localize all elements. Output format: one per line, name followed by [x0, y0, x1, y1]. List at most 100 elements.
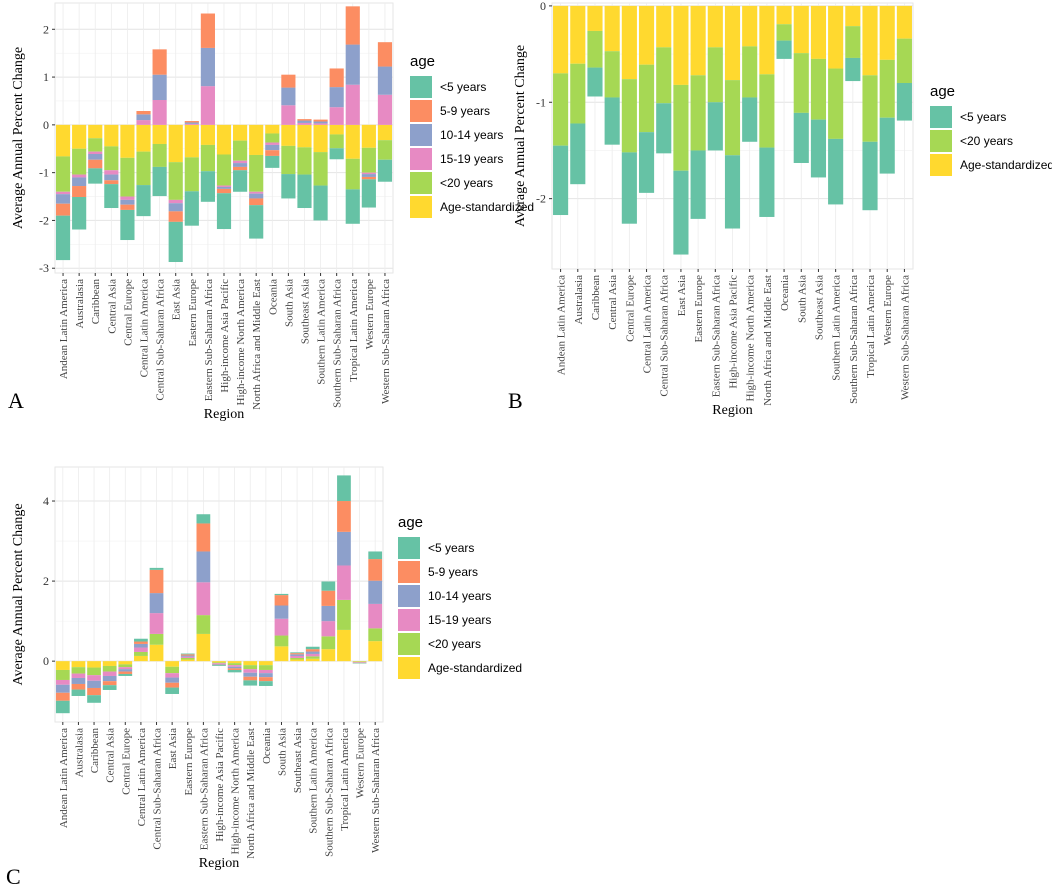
legend-swatch-age-standardized — [410, 196, 432, 218]
x-tick-label-high-income-asia-pacific: High-income Asia Pacific — [728, 275, 740, 389]
bar-segment-north-africa-and-middle-east-10-14-years — [243, 672, 258, 677]
bar-segment-southern-sub-saharan-africa-lt-20-years — [329, 134, 344, 149]
bar-segment-north-africa-and-middle-east-lt-20-years — [759, 74, 775, 148]
bar-segment-high-income-north-america-10-14-years — [233, 163, 248, 167]
legend-label-lt-20-years: <20 years — [428, 637, 481, 651]
bar-segment-high-income-asia-pacific-lt-20-years — [724, 80, 741, 156]
x-tick-label-western-europe: Western Europe — [364, 279, 376, 349]
bar-segment-southern-latin-america-15-19-years — [305, 653, 320, 657]
bar-segment-central-europe-15-19-years — [120, 196, 135, 200]
bar-segment-oceania-10-14-years — [258, 673, 273, 678]
bar-segment-central-europe-5-9-years — [118, 671, 133, 674]
legend-swatch-lt-20-years — [398, 633, 420, 655]
bar-segment-southern-latin-america-lt-5-years — [828, 138, 844, 205]
bar-segment-southeast-asia-10-14-years — [290, 654, 304, 656]
x-tick-label-western-sub-saharan-africa: Western Sub-Saharan Africa — [899, 275, 911, 400]
bar-segment-south-asia-age-standardized — [281, 124, 296, 146]
bar-segment-central-sub-saharan-africa-lt-20-years — [656, 47, 672, 104]
bar-segment-eastern-sub-saharan-africa-lt-5-years — [200, 171, 215, 202]
bar-segment-high-income-asia-pacific-lt-5-years — [216, 193, 232, 230]
legend-swatch-lt-5-years — [930, 106, 952, 128]
bar-segment-western-sub-saharan-africa-15-19-years — [368, 603, 383, 629]
bar-segment-central-asia-lt-20-years — [102, 665, 117, 672]
x-tick-label-andean-latin-america: Andean Latin America — [556, 275, 568, 375]
bar-segment-andean-latin-america-lt-20-years — [553, 73, 569, 146]
bar-segment-caribbean-10-14-years — [88, 154, 103, 160]
bar-segment-south-asia-lt-5-years — [281, 174, 296, 199]
bar-segment-caribbean-10-14-years — [87, 680, 101, 688]
bar-segment-oceania-10-14-years — [265, 144, 280, 151]
bar-segment-central-latin-america-lt-20-years — [638, 64, 655, 133]
bar-segment-central-asia-age-standardized — [102, 661, 117, 666]
bar-segment-tropical-latin-america-age-standardized — [862, 5, 878, 76]
bar-segment-western-europe-10-14-years — [361, 174, 376, 177]
bar-segment-australasia-lt-5-years — [72, 197, 87, 230]
bar-segment-east-asia-10-14-years — [165, 677, 180, 683]
legend-swatch-5-9-years — [398, 561, 420, 583]
bar-segment-north-africa-and-middle-east-lt-5-years — [759, 147, 775, 217]
bar-segment-eastern-sub-saharan-africa-15-19-years — [200, 86, 215, 125]
y-tick-label: 2 — [43, 22, 49, 36]
bar-segment-eastern-sub-saharan-africa-age-standardized — [200, 124, 215, 145]
bar-segment-eastern-europe-15-19-years — [184, 123, 199, 125]
bar-segment-north-africa-and-middle-east-15-19-years — [249, 191, 264, 194]
bar-segment-central-sub-saharan-africa-10-14-years — [149, 593, 164, 614]
bar-segment-western-europe-age-standardized — [361, 124, 376, 148]
y-tick-label: 4 — [43, 494, 49, 508]
bar-segment-central-latin-america-lt-20-years — [136, 151, 151, 186]
x-tick-label-central-latin-america: Central Latin America — [642, 275, 654, 373]
x-tick-label-south-asia: South Asia — [283, 279, 295, 327]
bar-segment-central-latin-america-5-9-years — [134, 641, 148, 644]
x-tick-label-high-income-north-america: High-income North America — [230, 728, 242, 855]
legend: age <5 years <20 years Age-standardized — [930, 83, 1052, 176]
x-tick-label-western-sub-saharan-africa: Western Sub-Saharan Africa — [380, 279, 392, 404]
legend-label-lt-5-years: <5 years — [428, 541, 474, 555]
legend-swatch-age-standardized — [398, 657, 420, 679]
bar-segment-central-asia-lt-5-years — [102, 685, 117, 690]
x-tick-label-western-sub-saharan-africa: Western Sub-Saharan Africa — [370, 728, 382, 853]
bar-segment-central-asia-10-14-years — [104, 174, 119, 181]
bar-segment-central-latin-america-lt-20-years — [134, 651, 148, 656]
bar-segment-eastern-sub-saharan-africa-age-standardized — [707, 5, 723, 48]
bar-segment-east-asia-lt-5-years — [673, 170, 689, 255]
x-tick-label-southern-latin-america: Southern Latin America — [831, 275, 843, 381]
legend-swatch-10-14-years — [398, 585, 420, 607]
bar-segment-central-asia-15-19-years — [104, 170, 119, 175]
bar-segment-western-europe-5-9-years — [361, 176, 376, 180]
bar-segment-western-europe-lt-20-years — [879, 59, 895, 118]
bar-segment-oceania-lt-20-years — [258, 665, 273, 670]
bar-segment-southeast-asia-lt-5-years — [290, 652, 304, 654]
bar-segment-eastern-europe-age-standardized — [180, 659, 195, 662]
bar-segment-australasia-10-14-years — [71, 677, 86, 684]
bar-segment-central-latin-america-lt-5-years — [638, 132, 655, 193]
panel-letter-a: A — [8, 388, 24, 413]
bar-segment-western-sub-saharan-africa-10-14-years — [377, 66, 393, 95]
bar-segment-western-sub-saharan-africa-lt-20-years — [377, 140, 393, 160]
bar-segment-western-sub-saharan-africa-lt-20-years — [896, 38, 912, 83]
legend-swatch-age-standardized — [930, 154, 952, 176]
bar-segment-tropical-latin-america-10-14-years — [337, 531, 351, 566]
bar-segment-central-latin-america-15-19-years — [136, 120, 151, 125]
bar-segment-eastern-europe-5-9-years — [180, 654, 195, 656]
bar-segment-central-asia-lt-5-years — [104, 184, 119, 209]
bar-segment-southern-latin-america-lt-20-years — [828, 68, 844, 139]
y-axis-title: Average Annual Percent Change — [513, 45, 528, 227]
bar-segment-southeast-asia-10-14-years — [297, 120, 312, 123]
bar-segment-south-asia-10-14-years — [274, 605, 289, 619]
bar-segment-east-asia-10-14-years — [168, 203, 183, 212]
x-tick-label-oceania: Oceania — [267, 279, 279, 315]
bar-segment-central-asia-lt-20-years — [104, 146, 119, 171]
bar-segment-north-africa-and-middle-east-lt-20-years — [243, 665, 258, 670]
legend-swatch-lt-20-years — [930, 130, 952, 152]
bar-segment-central-asia-age-standardized — [104, 124, 119, 147]
legend-swatch-lt-20-years — [410, 172, 432, 194]
x-tick-label-south-asia: South Asia — [276, 728, 288, 776]
bar-segment-eastern-europe-lt-20-years — [690, 75, 706, 151]
bar-segment-southeast-asia-lt-20-years — [810, 58, 827, 120]
panel-letter-c: C — [6, 864, 21, 888]
bar-segment-southeast-asia-age-standardized — [810, 5, 827, 59]
bar-segment-central-sub-saharan-africa-5-9-years — [152, 49, 167, 75]
bar-segment-eastern-europe-lt-5-years — [184, 191, 199, 226]
x-tick-label-southern-sub-saharan-africa: Southern Sub-Saharan Africa — [323, 728, 335, 857]
bar-segment-southern-sub-saharan-africa-age-standardized — [321, 649, 336, 662]
